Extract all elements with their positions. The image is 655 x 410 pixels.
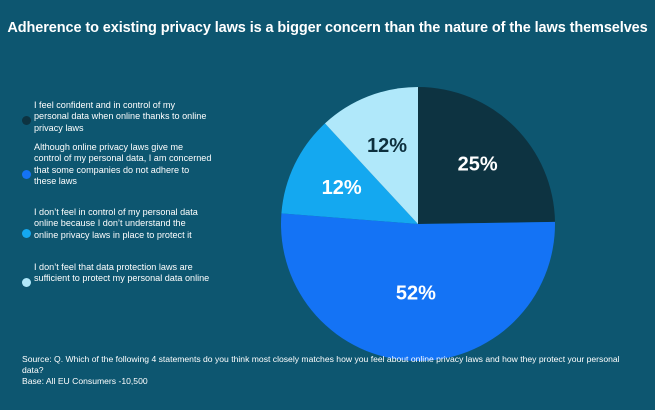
legend-swatch <box>22 170 31 179</box>
pie-slice-not-understand <box>281 123 418 224</box>
slice-value-label-confident: 25% <box>458 154 498 176</box>
legend-label: I don’t feel in control of my personal d… <box>34 207 198 240</box>
legend-label: I don’t feel that data protection laws a… <box>34 262 210 284</box>
legend-swatch <box>22 229 31 238</box>
legend-label: I feel confident and in control of my pe… <box>34 100 207 133</box>
legend-swatch <box>22 278 31 287</box>
pie-slice-confident <box>418 87 555 224</box>
slice-value-label-concerned: 52% <box>396 283 436 305</box>
source-question: Source: Q. Which of the following 4 stat… <box>22 354 620 375</box>
slice-value-label-not-understand: 12% <box>322 177 362 199</box>
legend-label: Although online privacy laws give me con… <box>34 142 212 187</box>
source-note: Source: Q. Which of the following 4 stat… <box>22 354 622 386</box>
pie-slice-concerned <box>280 213 555 361</box>
slice-value-label-not-sufficient: 12% <box>367 135 407 157</box>
chart-title: Adherence to existing privacy laws is a … <box>7 20 648 36</box>
pie-slice-not-sufficient <box>324 87 418 224</box>
legend-swatch <box>22 116 31 125</box>
source-base: Base: All EU Consumers -10,500 <box>22 375 148 386</box>
